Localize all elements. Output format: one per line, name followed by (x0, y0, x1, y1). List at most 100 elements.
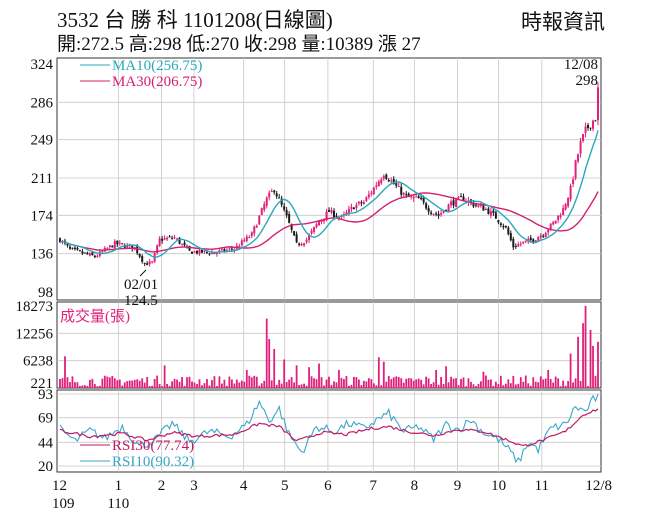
candle-body (420, 197, 423, 200)
candle-body (141, 256, 144, 262)
volume-bar (457, 385, 460, 388)
volume-bar (211, 380, 213, 388)
candle-body (273, 190, 276, 193)
candle-body (352, 207, 355, 210)
volume-bar (260, 383, 263, 388)
volume-bar (250, 377, 253, 388)
volume-bar (328, 376, 330, 388)
candle-body (166, 237, 169, 240)
volume-bar (343, 379, 345, 388)
candle-body (176, 238, 179, 240)
volume-bar (168, 385, 171, 388)
candle-body (365, 197, 368, 202)
volume-bar (230, 379, 233, 388)
candle-body (504, 225, 507, 228)
volume-bar (338, 369, 340, 388)
candle-body (522, 241, 525, 244)
volume-bar (554, 376, 557, 388)
volume-bar (470, 381, 472, 388)
candle-body (300, 243, 303, 246)
volume-bar (345, 375, 348, 388)
candle-body (597, 87, 599, 121)
candle-body (225, 249, 228, 251)
volume-bar (61, 378, 64, 388)
volume-bar (88, 379, 91, 388)
volume-bar (542, 379, 545, 388)
candle-body (133, 246, 136, 248)
candle-body (131, 244, 134, 250)
x-tick-label: 1 (115, 478, 123, 494)
candle-body (415, 196, 418, 198)
rsi-tick-label: 44 (38, 435, 54, 451)
volume-bar (298, 385, 301, 388)
volume-bar (410, 378, 413, 388)
candle-body (567, 197, 570, 207)
volume-bar (84, 385, 86, 388)
volume-bar (380, 385, 383, 388)
candle-body (93, 255, 96, 258)
x-tick-label: 6 (324, 478, 332, 494)
price-stats: 開:272.5 高:298 低:270 收:298 量:10389 漲 27 (57, 34, 421, 55)
candle-body (422, 197, 425, 203)
volume-bar (480, 381, 482, 388)
volume-bar (492, 385, 495, 388)
candle-body (161, 238, 164, 241)
volume-bar (557, 378, 560, 388)
candle-body (181, 243, 184, 245)
candle-body (455, 198, 458, 208)
candle-body (584, 126, 587, 134)
candle-body (148, 261, 151, 265)
volume-bar (350, 384, 353, 388)
low-value-label: 124.5 (124, 293, 158, 309)
candle-body (188, 245, 191, 251)
volume-bar (218, 376, 221, 388)
candle-body (195, 250, 198, 254)
volume-bar (216, 386, 218, 388)
candle-body (223, 249, 226, 252)
volume-bar (549, 378, 552, 388)
candle-body (564, 204, 567, 210)
candle-body (582, 134, 585, 141)
candle-body (156, 245, 159, 254)
volume-bar (397, 376, 400, 388)
candle-body (193, 251, 196, 253)
candle-body (158, 238, 161, 246)
rsi30-legend-label: RSI30(77.74) (112, 438, 194, 454)
volume-bar (524, 375, 527, 388)
volume-bar (330, 384, 333, 388)
price-tick-label: 98 (38, 285, 53, 301)
candle-body (479, 205, 482, 207)
candle-body (552, 222, 555, 225)
volume-bar (375, 385, 378, 388)
volume-bar (228, 376, 231, 388)
volume-bar (273, 349, 276, 388)
volume-bar (116, 380, 119, 388)
volume-bar (482, 371, 485, 388)
candle-body (290, 223, 293, 230)
volume-bar (412, 380, 415, 388)
candle-body (96, 255, 99, 258)
candle-body (270, 191, 273, 193)
candle-body (337, 217, 340, 219)
volume-bar (69, 382, 71, 388)
volume-bar (452, 378, 455, 388)
volume-bar (196, 384, 198, 388)
candle-body (417, 196, 420, 199)
volume-bar (572, 382, 574, 388)
candle-body (472, 202, 475, 207)
x-tick-label: 12/8 (585, 478, 612, 494)
ma30-line (59, 191, 599, 253)
volume-bar (59, 378, 61, 388)
volume-bar (146, 376, 149, 388)
volume-bar (310, 376, 313, 388)
volume-bar (308, 367, 310, 388)
volume-bar (522, 381, 525, 388)
candle-body (347, 208, 350, 214)
candle-body (474, 204, 477, 206)
volume-bar (472, 384, 475, 388)
candle-body (390, 180, 393, 182)
volume-bar (156, 375, 159, 388)
volume-bar (559, 386, 562, 388)
volume-bar (98, 385, 101, 388)
volume-bar (320, 377, 323, 388)
